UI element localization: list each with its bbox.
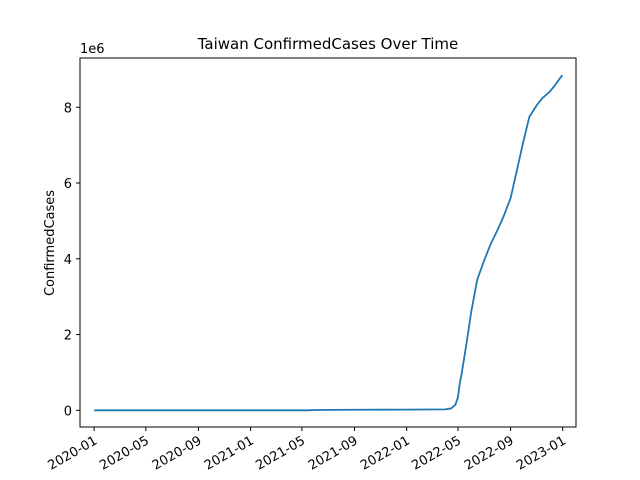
- series-line: [94, 74, 564, 412]
- y-tick-label: 8: [64, 101, 72, 116]
- y-tick-label: 2: [64, 329, 72, 344]
- plot-frame: [79, 57, 577, 428]
- y-tick-label: 4: [64, 253, 72, 268]
- y-axis-label: ConfirmedCases: [43, 190, 58, 296]
- y-tick-label: 0: [64, 404, 72, 419]
- chart-title: Taiwan ConfirmedCases Over Time: [197, 35, 459, 53]
- y-tick-label: 6: [64, 177, 72, 192]
- y-scale-label: 1e6: [80, 42, 105, 57]
